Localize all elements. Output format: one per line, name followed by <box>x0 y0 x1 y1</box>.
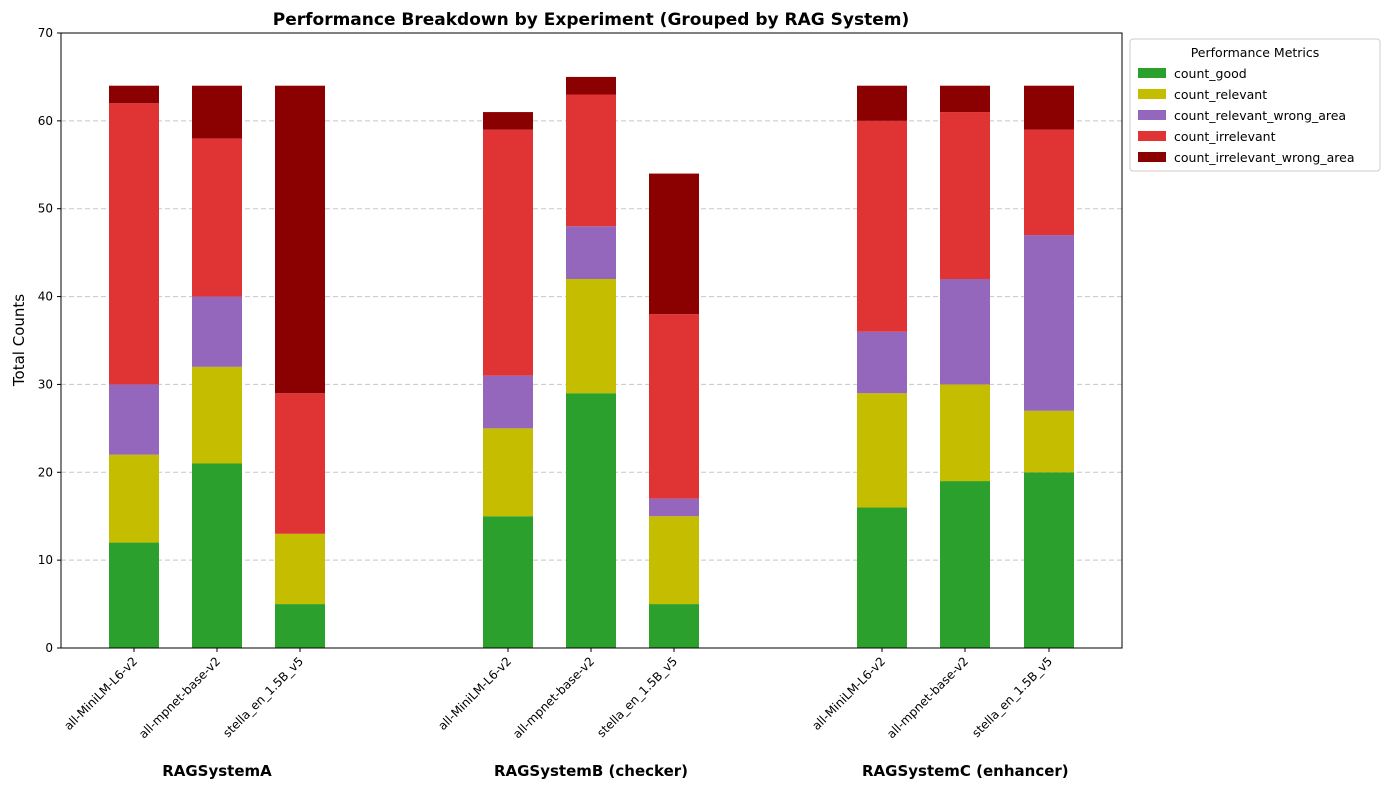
bar-segment-count-irrelevant <box>109 103 159 385</box>
bar-segment-count-irrelevant-wrong-area <box>566 76 616 95</box>
legend-entry: count_relevant <box>1174 87 1267 102</box>
bar-segment-count-irrelevant-wrong-area <box>940 85 990 113</box>
y-tick-label: 70 <box>38 26 53 40</box>
x-tick-label: all-mpnet-base-v2 <box>136 654 223 741</box>
bar-segment-count-good <box>566 393 616 648</box>
bar-segment-count-relevant <box>192 366 242 464</box>
legend-swatch <box>1138 152 1166 162</box>
bar-segment-count-relevant <box>649 516 699 605</box>
y-tick-label: 0 <box>45 641 53 655</box>
bar-segment-count-relevant <box>566 279 616 394</box>
bar-segment-count-irrelevant-wrong-area <box>649 173 699 315</box>
y-tick-label: 60 <box>38 114 53 128</box>
y-tick-label: 50 <box>38 202 53 216</box>
bar-segment-count-irrelevant <box>483 129 533 376</box>
x-tick-label: stella_en_1.5B_v5 <box>594 654 680 740</box>
bar-segment-count-good <box>483 516 533 648</box>
bar-segment-count-relevant <box>109 454 159 543</box>
legend: Performance Metrics count_good count_relev… <box>1129 38 1381 172</box>
bar-segment-count-relevant-wrong-area <box>566 226 616 279</box>
bar-segment-count-irrelevant <box>275 393 325 534</box>
bar-segment-count-relevant-wrong-area <box>192 296 242 367</box>
bar-segment-count-relevant <box>483 428 533 517</box>
x-tick-label: all-MiniLM-L6-v2 <box>435 654 514 733</box>
bar-segment-count-good <box>1024 472 1074 648</box>
y-tick-label: 10 <box>38 553 53 567</box>
legend-title: Performance Metrics <box>1191 45 1320 60</box>
bar-segment-count-irrelevant-wrong-area <box>192 85 242 139</box>
y-tick-label: 20 <box>38 465 53 479</box>
legend-entry: count_irrelevant <box>1174 129 1276 144</box>
legend-entry: count_relevant_wrong_area <box>1174 108 1346 123</box>
y-tick-label: 30 <box>38 377 53 391</box>
legend-swatch <box>1138 89 1166 99</box>
y-axis: 0 10 20 30 40 50 60 70 <box>38 26 61 655</box>
bar-segment-count-relevant <box>940 384 990 482</box>
bar-segment-count-relevant <box>857 393 907 508</box>
bar-segment-count-good <box>649 604 699 648</box>
bar-segment-count-relevant <box>1024 410 1074 473</box>
bar-segment-count-irrelevant-wrong-area <box>857 85 907 121</box>
bar-segment-count-relevant-wrong-area <box>1024 235 1074 411</box>
bar-segment-count-good <box>940 481 990 648</box>
bar-segment-count-relevant-wrong-area <box>857 331 907 394</box>
bar-segment-count-irrelevant-wrong-area <box>109 85 159 104</box>
bar-segment-count-irrelevant-wrong-area <box>483 112 533 130</box>
y-axis-label: Total Counts <box>10 294 28 387</box>
bar-segment-count-irrelevant <box>1024 129 1074 236</box>
group-label: RAGSystemA <box>162 762 272 780</box>
legend-frame <box>1129 38 1381 172</box>
x-tick-label: all-mpnet-base-v2 <box>510 654 597 741</box>
x-tick-label: stella_en_1.5B_v5 <box>220 654 306 740</box>
bar-segment-count-irrelevant <box>857 120 907 332</box>
x-axis: all-MiniLM-L6-v2all-mpnet-base-v2stella_… <box>61 648 1069 780</box>
bar-segment-count-irrelevant <box>940 112 990 279</box>
legend-entry: count_irrelevant_wrong_area <box>1174 150 1354 165</box>
x-tick-label: all-MiniLM-L6-v2 <box>61 654 140 733</box>
bar-segment-count-relevant-wrong-area <box>940 279 990 385</box>
group-label: RAGSystemB (checker) <box>494 762 688 780</box>
bar-segment-count-good <box>109 542 159 648</box>
bar-segment-count-relevant-wrong-area <box>649 498 699 517</box>
legend-swatch <box>1138 68 1166 78</box>
bar-segment-count-irrelevant <box>566 94 616 227</box>
legend-entry: count_good <box>1174 66 1247 81</box>
x-tick-label: all-MiniLM-L6-v2 <box>809 654 888 733</box>
bar-segment-count-good <box>275 604 325 648</box>
x-tick-label: all-mpnet-base-v2 <box>884 654 971 741</box>
bar-segment-count-good <box>192 463 242 648</box>
group-label: RAGSystemC (enhancer) <box>862 762 1069 780</box>
bar-segment-count-irrelevant <box>649 314 699 499</box>
bar-segment-count-relevant-wrong-area <box>109 384 159 455</box>
bar-segment-count-irrelevant-wrong-area <box>275 85 325 394</box>
chart-title: Performance Breakdown by Experiment (Gro… <box>273 10 909 30</box>
x-tick-label: stella_en_1.5B_v5 <box>969 654 1055 740</box>
bar-segment-count-relevant <box>275 533 325 605</box>
bar-segment-count-irrelevant <box>192 138 242 297</box>
bar-segment-count-irrelevant-wrong-area <box>1024 85 1074 130</box>
legend-swatch <box>1138 131 1166 141</box>
bars-layer <box>109 76 1074 648</box>
bar-segment-count-good <box>857 507 907 648</box>
bar-segment-count-relevant-wrong-area <box>483 375 533 429</box>
legend-swatch <box>1138 110 1166 120</box>
y-tick-label: 40 <box>38 290 53 304</box>
